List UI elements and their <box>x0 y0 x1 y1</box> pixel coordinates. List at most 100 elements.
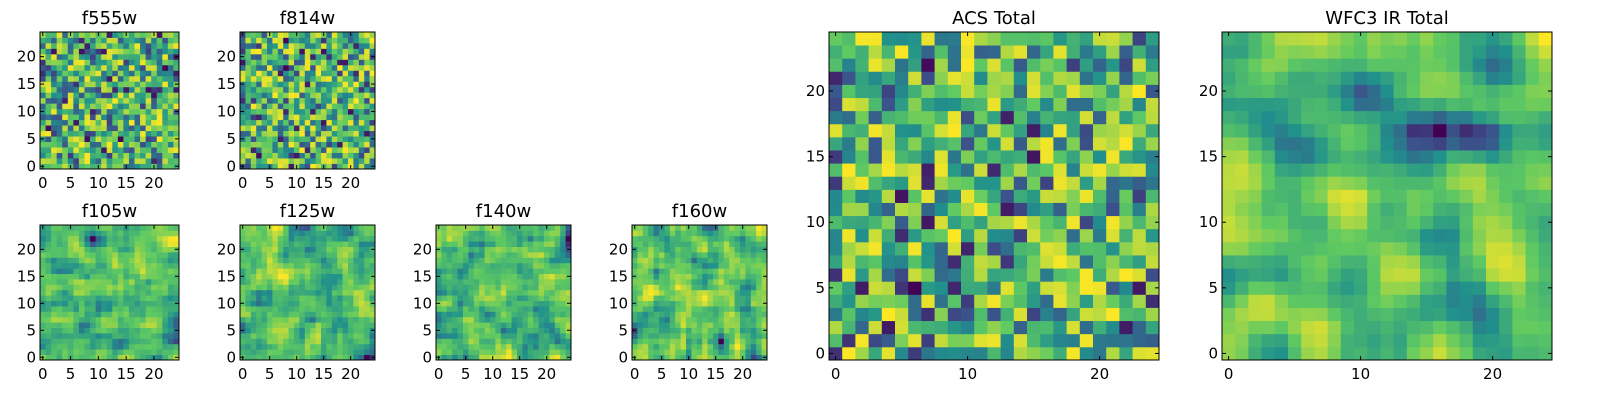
heatmap-cell <box>78 92 85 99</box>
heatmap-cell <box>1538 176 1553 190</box>
x-tick-label: 20 <box>341 365 360 383</box>
heatmap-cell <box>1459 189 1474 203</box>
heatmap-cell <box>1367 307 1381 322</box>
heatmap-cell <box>67 103 74 110</box>
heatmap-cell <box>84 246 91 253</box>
heatmap-cell <box>73 300 80 307</box>
heatmap-cell <box>364 48 370 55</box>
heatmap-cell <box>167 316 174 323</box>
heatmap-cell <box>1420 202 1434 217</box>
heatmap-cell <box>707 252 714 258</box>
heatmap-cell <box>45 316 52 323</box>
heatmap-cell <box>304 70 311 77</box>
heatmap-cell <box>331 225 338 231</box>
heatmap-cell <box>78 81 85 88</box>
heatmap-cell <box>145 103 152 110</box>
heatmap-cell <box>245 86 252 93</box>
heatmap-cell <box>156 225 163 231</box>
heatmap-cell <box>283 230 289 237</box>
heatmap-cell <box>1013 58 1028 72</box>
heatmap-cell <box>441 235 448 242</box>
heatmap-cell <box>162 147 169 153</box>
heatmap-cell <box>337 136 343 142</box>
heatmap-cell <box>441 230 448 237</box>
heatmap-cell <box>78 59 85 66</box>
heatmap-cell <box>337 32 343 38</box>
heatmap-cell <box>1132 176 1147 190</box>
heatmap-cell <box>1393 241 1408 256</box>
heatmap-cell <box>267 86 273 93</box>
heatmap-cell <box>117 42 124 49</box>
heatmap-cell <box>78 316 85 323</box>
heatmap-cell <box>691 225 698 231</box>
heatmap-cell <box>128 37 135 44</box>
heatmap-cell <box>151 103 158 110</box>
heatmap-cell <box>173 119 180 126</box>
heatmap-cell <box>506 311 512 318</box>
heatmap-cell <box>1274 307 1289 322</box>
heatmap-cell <box>1066 215 1081 230</box>
heatmap-cell <box>702 273 708 280</box>
heatmap-cell <box>326 32 333 38</box>
heatmap-cell <box>353 252 360 258</box>
heatmap-cell <box>62 152 69 159</box>
y-tick-label: 0 <box>815 344 825 362</box>
heatmap-cell <box>358 141 365 148</box>
heatmap-cell <box>342 81 349 88</box>
heatmap-cell <box>1106 346 1120 361</box>
heatmap-cell <box>1248 281 1262 295</box>
heatmap-cell <box>117 86 124 93</box>
heatmap-cell <box>321 289 327 296</box>
heatmap-cell <box>707 273 714 280</box>
heatmap-cell <box>106 246 113 253</box>
heatmap-cell <box>659 343 665 350</box>
heatmap-cell <box>1327 176 1342 190</box>
heatmap-cell <box>974 281 988 295</box>
heatmap-cell <box>1027 123 1041 138</box>
heatmap-cell <box>908 123 922 138</box>
x-tick-label: 10 <box>958 365 977 383</box>
heatmap-cell <box>1512 163 1526 177</box>
heatmap-cell <box>261 147 268 153</box>
heatmap-cell <box>842 255 856 269</box>
heatmap-cell <box>145 354 152 361</box>
heatmap-cell <box>696 225 703 231</box>
heatmap-cell <box>342 32 349 38</box>
heatmap-cell <box>369 42 376 49</box>
heatmap-cell <box>718 230 725 237</box>
heatmap-cell <box>1145 241 1160 256</box>
heatmap-cell <box>761 343 768 350</box>
heatmap-cell <box>484 284 491 291</box>
heatmap-cell <box>1027 228 1041 243</box>
heatmap-cell <box>277 119 284 126</box>
heatmap-cell <box>517 241 523 247</box>
heatmap-cell <box>1393 307 1408 322</box>
heatmap-cell <box>40 141 46 148</box>
heatmap-cell <box>245 327 252 334</box>
heatmap-cell <box>881 333 896 348</box>
heatmap-cell <box>321 257 327 264</box>
heatmap-cell <box>331 141 338 148</box>
heatmap-cell <box>310 322 316 328</box>
heatmap-cell <box>156 241 163 247</box>
heatmap-cell <box>947 346 962 361</box>
heatmap-cell <box>642 311 649 318</box>
heatmap-cell <box>1119 110 1133 125</box>
heatmap-cell <box>134 163 141 170</box>
heatmap-cell <box>78 75 85 82</box>
heatmap-cell <box>90 225 96 231</box>
heatmap-cell <box>560 322 566 328</box>
heatmap-cell <box>40 70 46 77</box>
heatmap-cell <box>364 273 370 280</box>
heatmap-cell <box>1119 255 1133 269</box>
heatmap-cell <box>250 92 257 99</box>
heatmap-cell <box>128 273 135 280</box>
heatmap-cell <box>162 70 169 77</box>
heatmap-cell <box>117 252 124 258</box>
heatmap-cell <box>1013 215 1028 230</box>
heatmap-cell <box>1053 346 1067 361</box>
heatmap-cell <box>315 262 322 269</box>
heatmap-cell <box>267 306 273 312</box>
heatmap-cell <box>1288 215 1302 230</box>
heatmap-cell <box>326 279 333 285</box>
